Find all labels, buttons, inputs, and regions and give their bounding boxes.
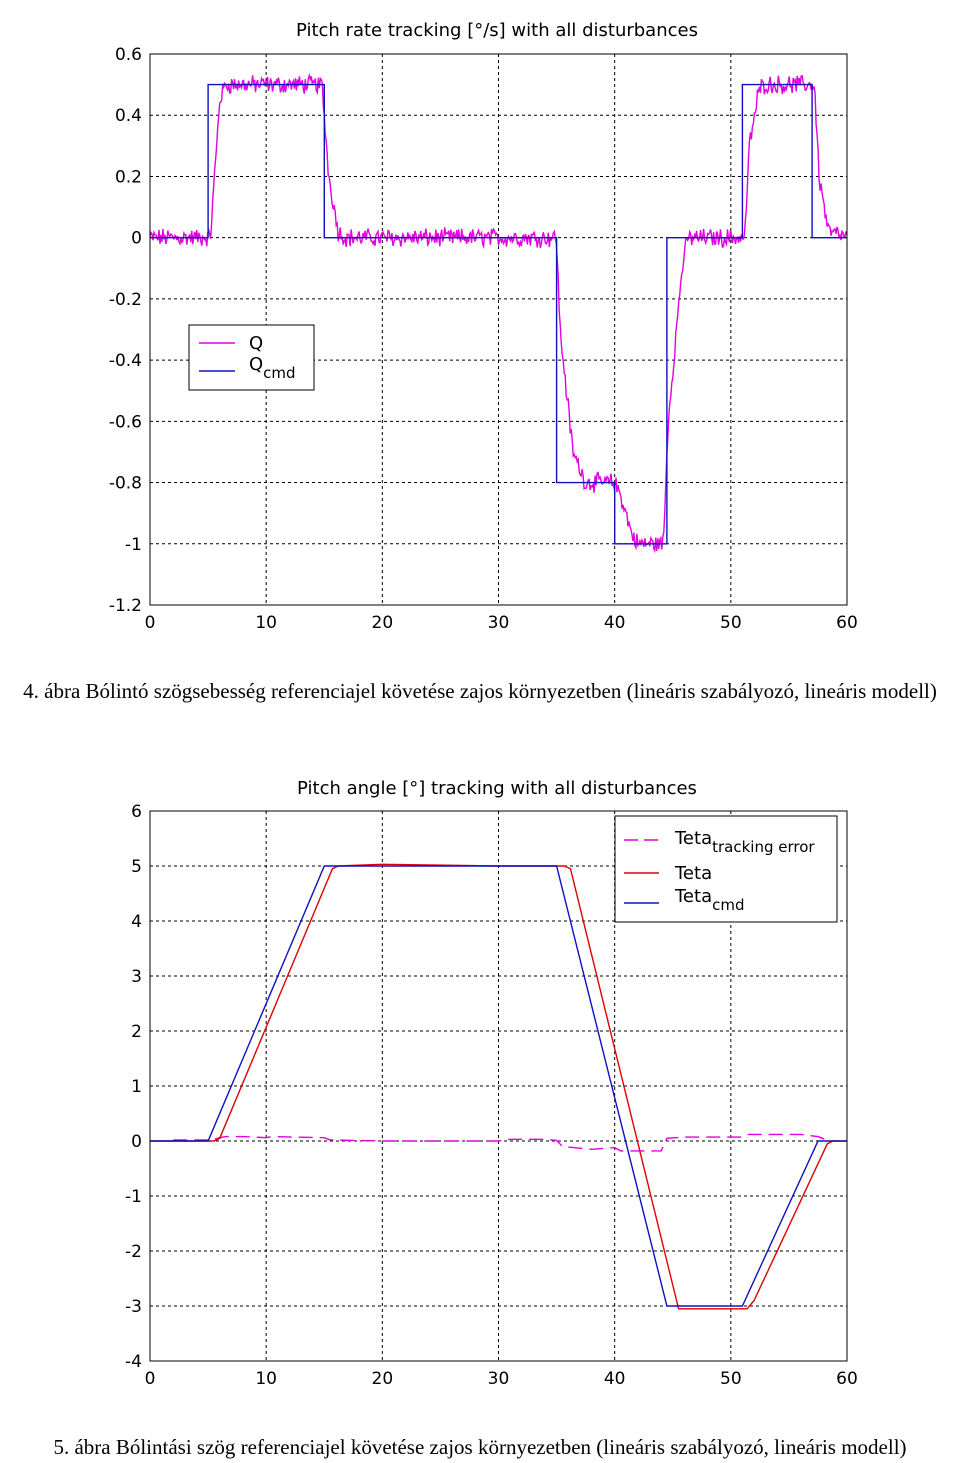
chart-title: Pitch angle [°] tracking with all distur… bbox=[297, 778, 697, 799]
series-line-q-cmd bbox=[150, 83, 847, 545]
legend-label-teta-cmd-main: Teta bbox=[674, 886, 712, 907]
legend-box bbox=[614, 815, 838, 923]
y-tick-label: -0.6 bbox=[109, 412, 142, 432]
y-tick-label: 5 bbox=[131, 857, 142, 877]
y-tick-label: -0.8 bbox=[109, 474, 142, 494]
x-tick-label: 30 bbox=[488, 613, 510, 633]
x-tick-label: 50 bbox=[720, 1369, 742, 1389]
plot-frame bbox=[149, 810, 848, 1362]
legend-box bbox=[188, 324, 315, 391]
y-tick-label: -2 bbox=[125, 1242, 142, 1262]
x-tick-label: 20 bbox=[372, 1369, 394, 1389]
y-tick-label: -1 bbox=[125, 1187, 142, 1207]
legend: Q Qcmd bbox=[188, 324, 315, 391]
tick-labels: 0 10 20 30 40 50 60 -4 -3 -2 -1 0 1 2 3 4 5 6 bbox=[125, 802, 858, 1389]
y-tick-label: 0.4 bbox=[115, 106, 142, 126]
x-tick-label: 0 bbox=[145, 613, 156, 633]
y-tick-label: -0.2 bbox=[109, 290, 142, 310]
y-tick-label: 0.2 bbox=[115, 167, 142, 187]
x-tick-label: 0 bbox=[145, 1369, 156, 1389]
y-tick-label: 6 bbox=[131, 802, 142, 822]
plot-frame bbox=[149, 53, 848, 606]
legend-label-tracking-error-sub: tracking error bbox=[712, 838, 815, 856]
x-tick-label: 40 bbox=[604, 613, 626, 633]
y-tick-label: 2 bbox=[131, 1022, 142, 1042]
legend-label-qcmd: Qcmd bbox=[249, 354, 296, 382]
figure-4-caption: 4. ábra Bólintó szögsebesség referenciaj… bbox=[23, 679, 937, 703]
legend-label-tracking-error-main: Teta bbox=[674, 828, 712, 849]
y-tick-label: -3 bbox=[125, 1297, 142, 1317]
x-tick-label: 60 bbox=[836, 613, 858, 633]
series-group bbox=[149, 72, 848, 553]
y-tick-label: 0 bbox=[131, 1132, 142, 1152]
figure-5-panel: Pitch angle [°] tracking with all distur… bbox=[0, 758, 960, 1413]
series-line-teta-cmd bbox=[150, 865, 847, 1307]
x-tick-label: 60 bbox=[836, 1369, 858, 1389]
x-tick-label: 10 bbox=[255, 613, 277, 633]
x-tick-label: 20 bbox=[372, 613, 394, 633]
y-tick-label: -4 bbox=[125, 1352, 142, 1372]
grid bbox=[150, 811, 847, 1361]
legend-label-teta-cmd-sub: cmd bbox=[712, 896, 744, 914]
y-tick-label: 4 bbox=[131, 912, 142, 932]
legend-label-qcmd-main: Q bbox=[249, 354, 263, 375]
y-tick-label: 1 bbox=[131, 1077, 142, 1097]
chart-title: Pitch rate tracking [°/s] with all distu… bbox=[296, 20, 698, 41]
pitch-rate-chart: Pitch rate tracking [°/s] with all distu… bbox=[109, 20, 858, 633]
y-tick-label: -0.4 bbox=[109, 351, 142, 371]
x-tick-label: 50 bbox=[720, 613, 742, 633]
y-tick-label: 3 bbox=[131, 967, 142, 987]
tick-labels: 0 10 20 30 40 50 60 -1.2 -1 -0.8 -0.6 -0.4 -0.2 0 0.2 0… bbox=[109, 45, 858, 633]
y-tick-label: 0 bbox=[131, 229, 142, 249]
legend-label-teta: Teta bbox=[674, 863, 712, 884]
x-tick-label: 10 bbox=[255, 1369, 277, 1389]
figure-5-caption: 5. ábra Bólintási szög referenciajel köv… bbox=[53, 1435, 907, 1459]
y-tick-label: -1.2 bbox=[109, 596, 142, 616]
legend-label-tracking-error: Tetatracking error bbox=[674, 828, 815, 856]
y-tick-label: -1 bbox=[125, 535, 142, 555]
series-line-teta bbox=[150, 863, 847, 1310]
legend: Tetatracking error Teta Tetacmd bbox=[614, 815, 838, 923]
figure-4-panel: Pitch rate tracking [°/s] with all distu… bbox=[0, 0, 960, 640]
legend-label-q: Q bbox=[249, 333, 263, 354]
pitch-angle-chart: Pitch angle [°] tracking with all distur… bbox=[125, 778, 858, 1389]
x-tick-label: 40 bbox=[604, 1369, 626, 1389]
legend-label-qcmd-sub: cmd bbox=[263, 364, 295, 382]
legend-label-teta-cmd: Tetacmd bbox=[674, 886, 745, 914]
y-tick-label: 0.6 bbox=[115, 45, 142, 65]
series-group bbox=[150, 863, 847, 1310]
x-tick-label: 30 bbox=[488, 1369, 510, 1389]
